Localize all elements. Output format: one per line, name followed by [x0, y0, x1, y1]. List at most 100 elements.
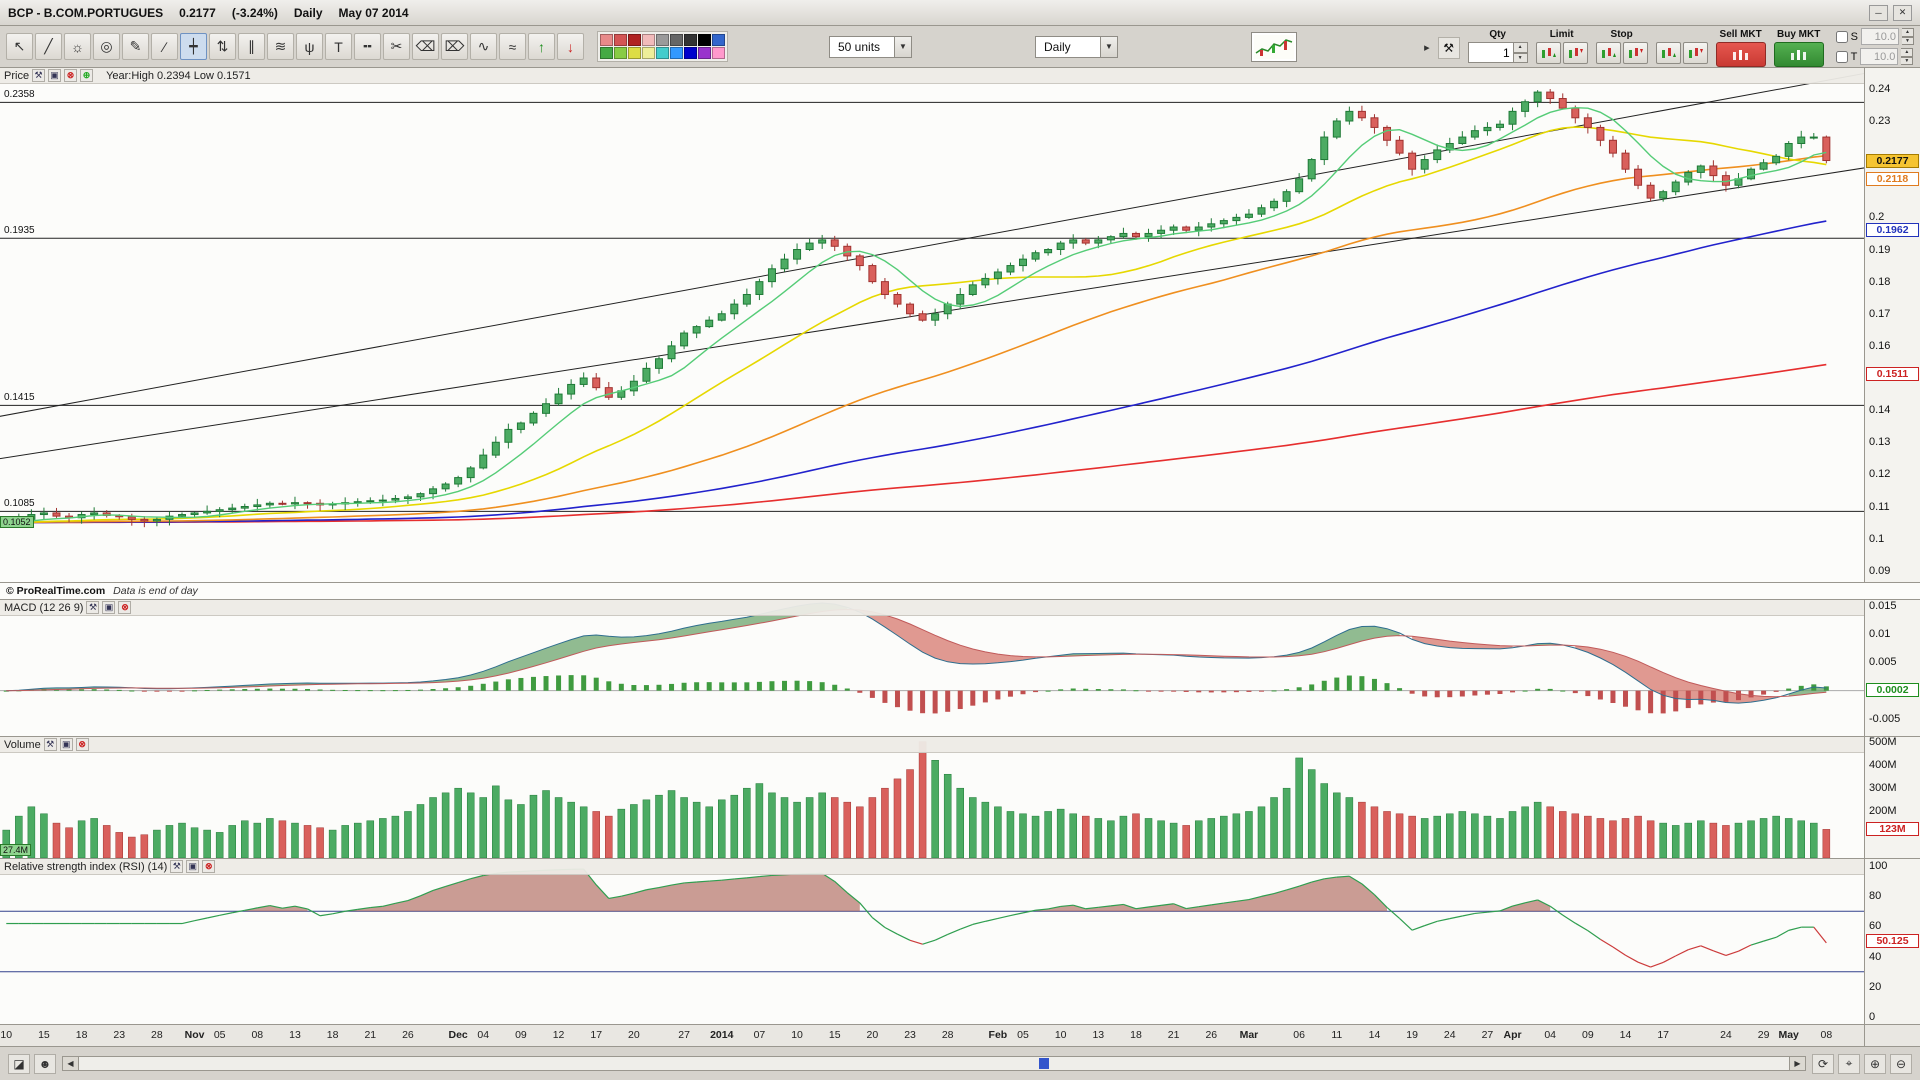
- trendline-tool[interactable]: ╱: [35, 33, 62, 60]
- horizontal-segment-tool[interactable]: ┿: [180, 33, 207, 60]
- price-axis[interactable]: 0.24 0.23 0.2 0.19 0.18 0.17 0.16 0.14 0.13 0.12 0…: [1864, 68, 1920, 582]
- color-swatch[interactable]: [614, 34, 627, 46]
- qty-stepper[interactable]: ▲ ▼: [1513, 42, 1528, 63]
- zoom-out-icon[interactable]: ⊖: [1890, 1053, 1912, 1074]
- color-swatch[interactable]: [642, 47, 655, 59]
- stop-loss-input[interactable]: [1861, 28, 1899, 45]
- eraser-tool[interactable]: ⌫: [412, 33, 439, 60]
- color-swatch[interactable]: [600, 47, 613, 59]
- color-swatch[interactable]: [712, 34, 725, 46]
- color-swatch[interactable]: [628, 47, 641, 59]
- smooth-tool[interactable]: ≈: [499, 33, 526, 60]
- buy-mkt-button[interactable]: [1773, 42, 1824, 67]
- trailing-input[interactable]: [1860, 48, 1899, 65]
- chart-style-preview-button[interactable]: [1251, 31, 1297, 62]
- qty-input[interactable]: [1467, 42, 1514, 63]
- color-swatch[interactable]: [684, 47, 697, 59]
- axis-tick: 0.01: [1869, 628, 1891, 640]
- last-price: 0.2177: [179, 5, 216, 20]
- dotted-line-tool[interactable]: ╍: [354, 33, 381, 60]
- color-swatch[interactable]: [628, 34, 641, 46]
- zoom-in-icon[interactable]: ⊕: [1864, 1053, 1886, 1074]
- panel-close-icon[interactable]: ⊗: [64, 69, 78, 82]
- cursor-tool[interactable]: ↖: [6, 33, 33, 60]
- order-settings-icon[interactable]: ⚒: [1437, 36, 1460, 59]
- panel-add-icon[interactable]: ⊕: [80, 69, 94, 82]
- x-axis-label: Apr: [1503, 1029, 1522, 1041]
- sell-mkt-button[interactable]: [1715, 42, 1766, 67]
- scrollbar-thumb[interactable]: [1038, 1058, 1049, 1069]
- color-swatch[interactable]: [642, 34, 655, 46]
- trailing-stepper[interactable]: ▲ ▼: [1901, 48, 1914, 65]
- rsi-axis[interactable]: 100 80 60 40 20 0 50.125: [1864, 859, 1920, 1024]
- volume-chart[interactable]: Volume ⚒ ▣ ⊗ 27.4M: [0, 737, 1864, 858]
- panel-window-icon[interactable]: ▣: [102, 601, 116, 614]
- buy-stop-button[interactable]: [1595, 42, 1621, 64]
- buy-limit-button[interactable]: [1535, 42, 1561, 64]
- panel-settings-icon[interactable]: ⚒: [43, 738, 57, 751]
- macd-axis[interactable]: 0.015 0.01 0.005 -0.005 0.0002: [1864, 600, 1920, 736]
- fibonacci-tool[interactable]: ≋: [267, 33, 294, 60]
- panel-collapse-icon[interactable]: ▸: [1424, 42, 1430, 54]
- color-swatch[interactable]: [670, 47, 683, 59]
- color-swatch[interactable]: [600, 34, 613, 46]
- volume-axis[interactable]: 500M 400M 300M 200M 123M: [1864, 737, 1920, 858]
- price-level-label: 0.2358: [4, 89, 35, 101]
- scroll-left-button[interactable]: ◀: [63, 1057, 79, 1070]
- segment-tool[interactable]: ∕: [151, 33, 178, 60]
- stop-loss-checkbox[interactable]: [1835, 30, 1848, 43]
- color-swatch[interactable]: [698, 34, 711, 46]
- crosshair-icon[interactable]: ⌖: [1838, 1053, 1860, 1074]
- color-swatch[interactable]: [670, 34, 683, 46]
- arrow-down-tool[interactable]: ↓: [557, 33, 584, 60]
- minimize-button[interactable]: ─: [1869, 4, 1888, 21]
- trailing-checkbox[interactable]: [1835, 50, 1848, 63]
- price-chart[interactable]: Price ⚒ ▣ ⊗ ⊕ Year:High 0.2394 Low 0.157…: [0, 68, 1864, 582]
- stop-loss-stepper[interactable]: ▲ ▼: [1902, 28, 1914, 45]
- color-swatch[interactable]: [656, 34, 669, 46]
- color-swatch[interactable]: [614, 47, 627, 59]
- vertical-line-tool[interactable]: ⇅: [209, 33, 236, 60]
- sell-stop-limit-button[interactable]: [1682, 42, 1708, 64]
- color-swatch[interactable]: [712, 47, 725, 59]
- sell-limit-button[interactable]: [1562, 42, 1588, 64]
- buy-stop-limit-button[interactable]: [1655, 42, 1681, 64]
- panel-settings-icon[interactable]: ⚒: [86, 601, 100, 614]
- panel-window-icon[interactable]: ▣: [186, 860, 200, 873]
- axis-tick: 0.13: [1869, 436, 1891, 449]
- pencil-tool[interactable]: ✎: [122, 33, 149, 60]
- panel-close-icon[interactable]: ⊗: [118, 601, 132, 614]
- color-swatch[interactable]: [656, 47, 669, 59]
- refresh-icon[interactable]: ⟳: [1812, 1053, 1834, 1074]
- panel-window-icon[interactable]: ▣: [59, 738, 73, 751]
- scroll-right-button[interactable]: ▶: [1789, 1057, 1805, 1070]
- dropdown-arrow-icon[interactable]: ▼: [1100, 36, 1117, 57]
- units-dropdown[interactable]: 50 units ▼: [829, 35, 912, 58]
- panel-settings-icon[interactable]: ⚒: [170, 860, 184, 873]
- edit-chart-icon[interactable]: ◪: [8, 1053, 30, 1074]
- dropdown-arrow-icon[interactable]: ▼: [894, 36, 911, 57]
- trash-tool[interactable]: ⌦: [441, 33, 468, 60]
- timeframe-dropdown[interactable]: Daily ▼: [1035, 35, 1118, 58]
- close-button[interactable]: ✕: [1893, 4, 1912, 21]
- arrow-up-tool[interactable]: ↑: [528, 33, 555, 60]
- panel-close-icon[interactable]: ⊗: [75, 738, 89, 751]
- panel-window-icon[interactable]: ▣: [48, 69, 62, 82]
- parallel-lines-tool[interactable]: ∥: [238, 33, 265, 60]
- zoom-tool[interactable]: ◎: [93, 33, 120, 60]
- panel-close-icon[interactable]: ⊗: [202, 860, 216, 873]
- light-tool[interactable]: ☼: [64, 33, 91, 60]
- scissors-tool[interactable]: ✂: [383, 33, 410, 60]
- chart-scrollbar[interactable]: ◀ ▶: [62, 1056, 1806, 1071]
- zigzag-tool[interactable]: ∿: [470, 33, 497, 60]
- text-tool[interactable]: T: [325, 33, 352, 60]
- panel-settings-icon[interactable]: ⚒: [32, 69, 46, 82]
- macd-chart[interactable]: MACD (12 26 9) ⚒ ▣ ⊗: [0, 600, 1864, 736]
- pitchfork-tool[interactable]: ψ: [296, 33, 323, 60]
- color-swatch[interactable]: [698, 47, 711, 59]
- accounts-icon[interactable]: ☻: [34, 1053, 56, 1074]
- x-axis[interactable]: 10 15 18 23 28 Nov 05 08 13 18 21 26 Dec 04 09 12 17 20 27…: [0, 1025, 1920, 1047]
- sell-stop-button[interactable]: [1622, 42, 1648, 64]
- rsi-chart[interactable]: Relative strength index (RSI) (14) ⚒ ▣ ⊗: [0, 859, 1864, 1024]
- color-swatch[interactable]: [684, 34, 697, 46]
